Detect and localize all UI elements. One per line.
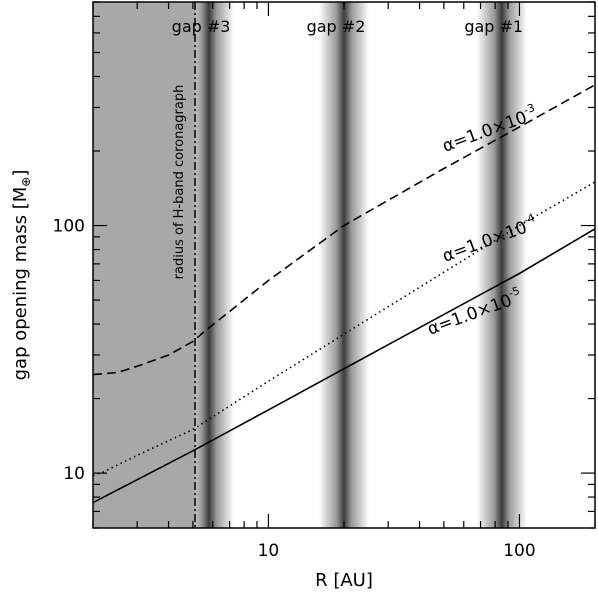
x-tick-label: 10 xyxy=(258,541,280,561)
series-line-solid xyxy=(93,228,595,504)
coronagraph-label: radius of H-band coronagraph xyxy=(172,85,187,280)
x-tick-label: 100 xyxy=(503,541,535,561)
y-tick-label: 100 xyxy=(53,217,85,237)
x-axis-label: R [AU] xyxy=(315,570,373,591)
series-lines xyxy=(93,84,595,504)
gap-label-3: gap #1 xyxy=(464,17,523,36)
y-axis-label: gap opening mass [M⊕] xyxy=(10,170,33,381)
axis-ticks xyxy=(92,1,596,529)
gap-label-2: gap #2 xyxy=(307,17,366,36)
gap-label-1: gap #3 xyxy=(172,17,231,36)
series-line-dashed xyxy=(93,84,595,376)
gap-band-3 xyxy=(476,2,527,528)
y-tick-label: 10 xyxy=(63,464,85,484)
gap-bands xyxy=(93,2,527,528)
coronagraph-region xyxy=(93,2,196,528)
gap-band-2 xyxy=(318,2,370,528)
